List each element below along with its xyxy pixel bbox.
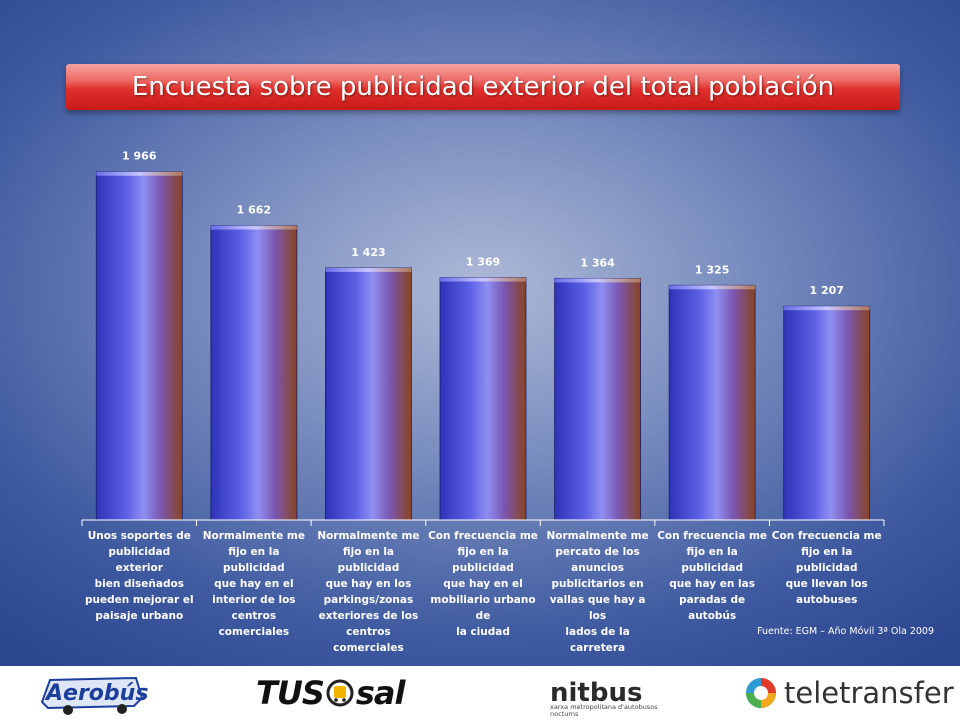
value-label-4: 1 369 [466,255,500,268]
teletransfer-logo: teletransfer [744,666,954,720]
bar-top-7 [783,306,870,311]
bar-top-6 [669,285,756,290]
nitbus-crescent-icon [530,677,546,709]
bar-top-2 [210,225,297,230]
category-label-line: fijo en la publicidad [681,546,743,574]
tus-bus-circle-icon [326,679,354,707]
category-label-line: Normalmente me [317,530,420,542]
category-label-line: que hay en las [669,578,755,590]
value-labels-group: 1 966 1 662 1 423 1 369 1 364 1 325 1 207 [122,150,844,297]
tus-sal-logo: TUS sal [256,666,406,720]
title-banner: Encuesta sobre publicidad exterior del t… [66,64,900,110]
category-label-line: fijo en la publicidad [452,546,514,574]
bar-top-5 [554,278,641,283]
category-label-line: parkings/zonas [323,594,414,606]
sal-text: sal [355,674,406,712]
bar-2 [210,225,298,521]
category-label-line: fijo en la publicidad [337,546,400,574]
category-label-6: Con frecuencia me fijo en la publicidad qu… [656,528,768,624]
category-label-line: bien diseñados [94,578,184,590]
category-label-line: anuncios [571,562,624,574]
bar-1 [95,171,183,521]
source-note: Fuente: EGM – Año Móvil 3ª Ola 2009 [757,626,934,637]
category-label-line: publicidad exterior [108,546,171,574]
category-label-line: exteriores de los [318,610,419,622]
category-label-line: fijo en la publicidad [223,546,285,574]
category-label-line: Normalmente me [202,530,305,542]
category-label-line: fijo en la publicidad [795,546,858,574]
category-label-5: Normalmente me percato de los anuncios publ… [542,528,654,656]
category-label-line: Con frecuencia me [428,530,538,542]
teletransfer-circle-icon [746,678,776,708]
x-axis [81,519,885,526]
category-label-line: Unos soportes de [87,530,191,542]
category-label-line: centros comerciales [218,610,290,638]
category-label-1: Unos soportes de publicidad exterior bien … [83,528,195,624]
value-label-6: 1 325 [695,263,729,276]
category-label-line: publicitarios en [551,578,644,590]
value-label-3: 1 423 [351,246,385,259]
category-label-line: que hay en el [214,578,294,590]
category-label-line: que hay en el [443,578,523,590]
category-label-line: autobuses [796,594,858,606]
bar-3 [325,267,412,521]
value-label-2: 1 662 [237,204,271,217]
category-label-line: paradas de autobús [679,594,746,622]
nitbus-text: nitbus [550,678,643,708]
bar-top-1 [96,171,183,176]
teletransfer-text: teletransfer [784,676,954,710]
category-label-line: Con frecuencia me [771,530,882,542]
category-label-3: Normalmente me fijo en la publicidad que h… [312,528,424,656]
category-label-7: Con frecuencia me fijo en la publicidad qu… [771,528,883,608]
category-label-line: que llevan los [785,578,868,590]
bar-6 [668,284,756,521]
svg-text:Aerobús: Aerobús [44,681,148,706]
bar-5 [554,277,641,521]
aerobus-bus-icon: Aerobús [40,676,148,715]
footer-logo-bar: Aerobús TUS sal nitbus xarxa metropolita… [0,666,960,720]
category-label-line: mobiliario urbano de [430,594,536,622]
value-label-7: 1 207 [809,284,843,297]
category-label-line: pueden mejorar el [84,594,194,606]
value-label-1: 1 966 [122,150,157,163]
category-label-line: interior de los [212,594,296,606]
category-label-line: Normalmente me [546,530,649,542]
category-label-line: percato de los [555,546,640,558]
bar-4 [439,277,527,521]
category-label-2: Normalmente me fijo en la publicidad que h… [198,528,310,640]
chart-title: Encuesta sobre publicidad exterior del t… [131,72,835,102]
category-label-line: que hay en los [325,578,412,590]
category-label-line: paisaje urbano [95,610,184,622]
tus-text: TUS [256,674,325,712]
category-label-4: Con frecuencia me fijo en la publicidad qu… [427,528,539,640]
aerobus-logo: Aerobús [38,666,148,720]
nitbus-subtitle: xarxa metropolitana d'autobusos nocturns [550,703,658,718]
nitbus-logo: nitbus xarxa metropolitana d'autobusos n… [528,666,668,720]
bar-top-4 [440,277,526,282]
bar-top-3 [325,267,412,272]
bar-chart: 1 966 1 662 1 423 1 369 1 364 1 325 1 207 [81,150,885,526]
value-label-5: 1 364 [580,256,615,269]
bar-7 [783,305,871,521]
category-label-line: la ciudad [456,626,510,638]
category-label-line: centros comerciales [333,626,404,654]
category-label-line: lados de la carretera [565,626,630,654]
category-label-line: vallas que hay a los [549,594,646,622]
category-label-line: Con frecuencia me [657,530,768,542]
bars-group [95,171,871,521]
